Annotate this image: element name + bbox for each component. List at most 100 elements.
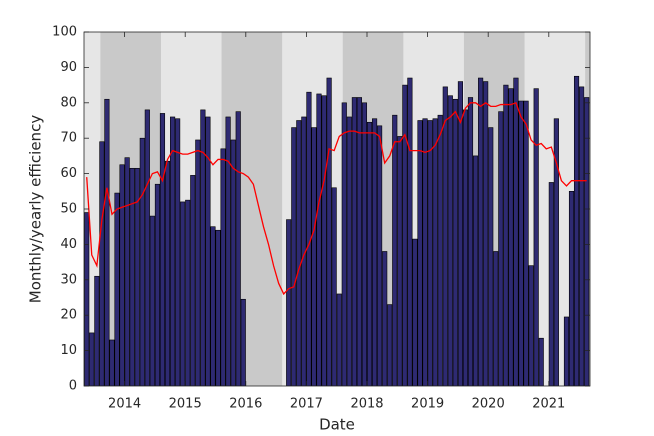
bar (366, 121, 373, 386)
bar (397, 136, 403, 386)
bar (326, 77, 332, 386)
bar (296, 120, 302, 386)
bar (159, 113, 166, 386)
bar (104, 98, 110, 386)
bar (508, 88, 514, 386)
bar (144, 109, 150, 386)
bar (220, 148, 226, 386)
y-tick-label: 90 (60, 60, 77, 75)
bar (341, 102, 347, 386)
bar (412, 238, 418, 386)
x-tick-label: 2017 (290, 397, 323, 412)
bar (185, 199, 191, 386)
bar (442, 86, 448, 386)
bar (175, 118, 181, 386)
bar (538, 337, 544, 386)
bar (361, 102, 368, 386)
y-axis-label: Monthly/yearly efficiency (27, 115, 45, 304)
bar (402, 84, 408, 386)
y-tick-label: 80 (60, 95, 77, 110)
y-tick-label: 10 (60, 343, 77, 358)
bar (164, 160, 171, 386)
bar (533, 88, 539, 386)
bar (149, 215, 155, 386)
bar (316, 93, 322, 386)
line (86, 101, 587, 296)
bar (286, 219, 292, 386)
bar (513, 77, 519, 386)
bar (170, 116, 176, 386)
y-tick-label: 20 (60, 308, 77, 323)
bar (437, 114, 443, 386)
bar (568, 191, 575, 386)
bar (195, 139, 201, 386)
y-tick-label: 30 (60, 272, 77, 287)
bar (134, 167, 140, 386)
bar (99, 141, 105, 386)
bar (407, 77, 413, 386)
x-tick-label: 2021 (532, 397, 565, 412)
bar (94, 275, 100, 386)
bar (331, 187, 337, 386)
bar (457, 81, 464, 386)
bar (427, 120, 433, 386)
bar (124, 157, 130, 386)
bar (311, 127, 317, 386)
bar (377, 125, 383, 386)
bar (417, 120, 423, 386)
bar (478, 77, 484, 386)
bar (291, 127, 297, 386)
x-tick-label: 2020 (472, 397, 505, 412)
bar (447, 95, 453, 386)
bar (225, 116, 231, 386)
bar (432, 118, 438, 386)
plot-area (84, 32, 590, 386)
bar (180, 201, 186, 386)
x-axis-label: Date (319, 416, 355, 434)
y-tick-label: 0 (69, 379, 77, 394)
x-tick-label: 2018 (350, 397, 383, 412)
bar (387, 304, 393, 386)
bar (190, 175, 196, 386)
bar (392, 114, 398, 386)
bar (573, 75, 580, 386)
bar (336, 293, 342, 386)
bar (129, 167, 135, 386)
bar (503, 84, 509, 386)
bar (240, 298, 246, 386)
bar (89, 332, 95, 386)
y-tick-label: 100 (52, 25, 77, 40)
bar (84, 212, 90, 386)
x-tick-label: 2019 (411, 397, 444, 412)
bar (548, 182, 554, 386)
x-tick-label: 2015 (169, 397, 202, 412)
bar (467, 97, 474, 386)
bar (139, 137, 145, 386)
y-tick-label: 60 (60, 166, 77, 181)
bar (230, 139, 236, 386)
bar (528, 265, 534, 386)
bar (119, 164, 125, 386)
bar (579, 86, 585, 386)
bar (523, 100, 529, 386)
bar (351, 97, 357, 386)
y-tick-label: 40 (60, 237, 77, 252)
y-tick-label: 70 (60, 131, 77, 146)
bar (114, 192, 120, 386)
bar (518, 100, 524, 386)
bar (109, 339, 115, 386)
bar (584, 97, 590, 386)
bar (215, 229, 221, 386)
bar (563, 316, 570, 386)
bar (154, 183, 161, 386)
shaded-band (585, 32, 590, 386)
bar (452, 98, 458, 386)
bar (235, 111, 241, 386)
x-tick-label: 2016 (229, 397, 262, 412)
bar (205, 116, 211, 386)
bar (346, 116, 352, 386)
bar (462, 109, 469, 386)
bar (498, 111, 504, 386)
x-tick-label: 2014 (108, 397, 141, 412)
